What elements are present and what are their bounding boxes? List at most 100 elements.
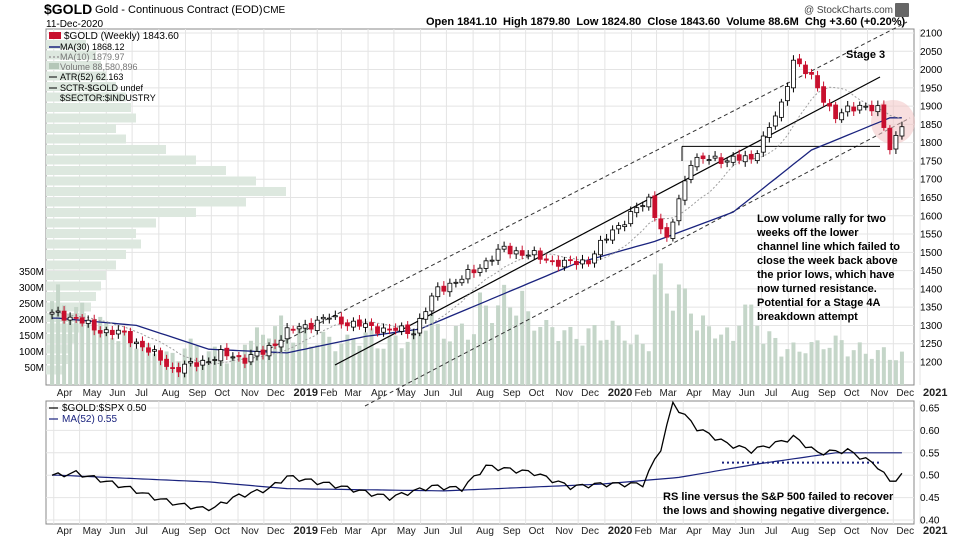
volume-by-price-bar: [46, 239, 141, 249]
volume-bar: [478, 292, 482, 385]
candle-body: [863, 105, 869, 108]
volume-bar: [273, 326, 278, 385]
copyright[interactable]: @ StockCharts.com: [804, 5, 893, 16]
candle-body: [537, 250, 543, 260]
volume-bar: [568, 326, 573, 385]
candle-body: [658, 218, 664, 230]
candle-body: [869, 104, 875, 112]
volume-by-price-bar: [46, 187, 286, 196]
candle-body: [616, 225, 622, 230]
x-tick-label: Jun: [739, 388, 755, 399]
x-tick-label: Apr: [686, 388, 702, 399]
volume-bar: [333, 351, 338, 385]
menu-icon[interactable]: [895, 3, 909, 17]
candle-body: [772, 115, 778, 127]
volume-bar: [550, 327, 555, 385]
candle-body: [435, 286, 441, 298]
volume-bar: [110, 338, 115, 385]
candle-body: [429, 295, 435, 312]
volume-bar: [520, 290, 525, 385]
volume-bar: [893, 360, 898, 385]
volume-bar: [701, 315, 706, 385]
volume-bar: [369, 328, 374, 385]
candle-body: [809, 71, 814, 75]
volume-bar: [881, 347, 886, 385]
volume-by-price-bar: [46, 334, 76, 343]
x-tick-label: Jul: [449, 388, 462, 399]
candle-body: [115, 329, 121, 335]
volume-bar: [80, 302, 85, 385]
volume-bar: [447, 341, 452, 385]
price-candles: [49, 53, 905, 378]
candle-body: [381, 327, 386, 333]
volume-bar: [285, 330, 290, 385]
x-tick-label: Sep: [818, 526, 836, 537]
volume-bar: [200, 359, 205, 385]
x-tick-label: Mar: [344, 388, 362, 399]
volume-by-price-bar: [46, 229, 136, 238]
candle-body: [61, 310, 67, 321]
rs-tick-label: 0.65: [920, 404, 940, 415]
volume-bar: [863, 353, 868, 385]
x-tick-label: 2019: [294, 387, 318, 399]
x-tick-label: Apr: [57, 526, 73, 537]
volume-by-price-bar: [46, 260, 116, 270]
candle-body: [67, 316, 73, 321]
x-tick-label: Nov: [871, 526, 889, 537]
candle-body: [278, 339, 284, 348]
candle-body: [670, 221, 676, 239]
price-tick-label: 1950: [920, 83, 943, 94]
x-tick-label: May: [83, 388, 102, 399]
candle-body: [369, 322, 374, 326]
candle-body: [839, 112, 845, 121]
candle-body: [718, 157, 724, 164]
candle-body: [164, 358, 169, 367]
volume-bar: [224, 363, 229, 385]
x-tick-label: May: [712, 388, 731, 399]
main-note-line: close the week back above: [757, 255, 898, 267]
volume-bar: [459, 323, 464, 385]
candle-body: [525, 254, 531, 257]
volume-bar: [152, 353, 157, 385]
volume-bar: [50, 301, 55, 385]
candle-body: [519, 250, 525, 256]
volume-bar: [496, 305, 501, 385]
x-tick-label: Jun: [739, 526, 755, 537]
volume-bar: [676, 284, 681, 385]
candle-body: [465, 269, 471, 280]
volume-tick-label: 350M: [19, 267, 44, 278]
x-tick-label: Feb: [320, 526, 338, 537]
volume-bar: [749, 304, 754, 385]
x-tick-label: Jun: [109, 526, 125, 537]
candle-body: [706, 159, 712, 161]
volume-bar: [785, 349, 790, 385]
candle-body: [495, 248, 501, 261]
main-note-line: the prior lows, which have: [757, 269, 895, 281]
x-tick-label: Jun: [109, 388, 125, 399]
price-tick-label: 1300: [920, 321, 943, 332]
volume-bar: [508, 307, 513, 385]
volume-bar: [393, 335, 398, 385]
volume-bar: [98, 316, 103, 385]
volume-tick-label: 250M: [19, 299, 44, 310]
x-tick-label: Apr: [371, 388, 387, 399]
rs-legend-ratio: $GOLD:$SPX 0.50: [62, 403, 147, 414]
candle-body: [851, 106, 857, 112]
main-note-line: weeks off the lower: [756, 227, 859, 239]
volume-bar: [652, 274, 657, 385]
price-tick-label: 1850: [920, 120, 943, 131]
volume-bar: [797, 351, 802, 385]
volume-bar: [514, 315, 519, 385]
volume-bar: [68, 316, 73, 385]
rs-ma52-line: [52, 452, 902, 492]
candle-body: [447, 282, 453, 293]
candle-body: [176, 367, 182, 373]
x-tick-label: Oct: [844, 388, 860, 399]
volume-bar: [899, 351, 904, 385]
x-tick-label: Jun: [424, 526, 440, 537]
volume-bar: [803, 353, 808, 385]
candle-body: [127, 330, 133, 344]
volume-bar: [610, 320, 615, 385]
x-tick-label: Jul: [449, 526, 462, 537]
